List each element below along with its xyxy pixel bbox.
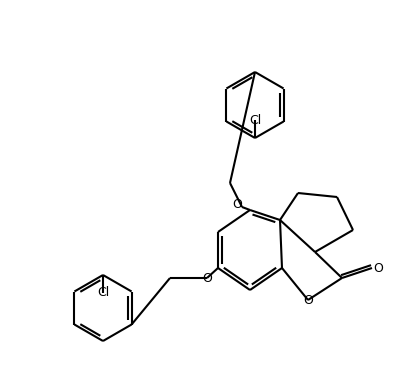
Text: O: O [303,294,313,307]
Text: O: O [232,198,242,210]
Text: O: O [202,271,212,285]
Text: Cl: Cl [249,113,261,127]
Text: O: O [373,262,383,274]
Text: Cl: Cl [97,287,109,299]
